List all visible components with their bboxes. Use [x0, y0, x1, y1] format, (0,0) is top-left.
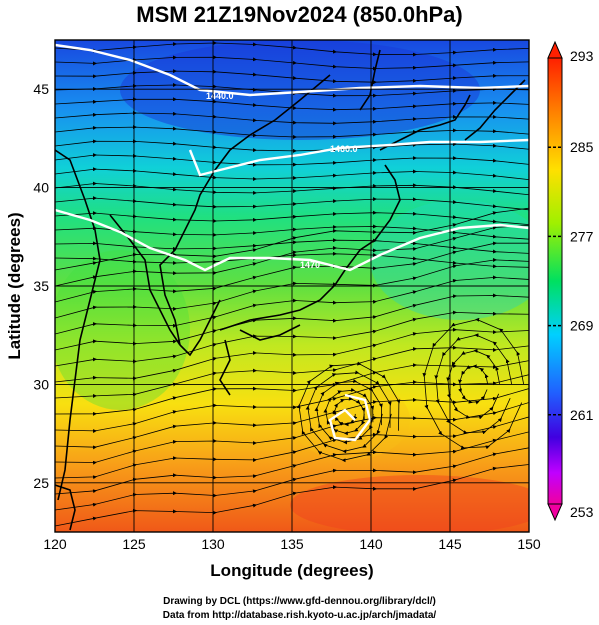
colorbar-tick-label: 261 — [570, 407, 594, 423]
colorbar: 293 285 277 269 261 253 — [547, 40, 594, 522]
streamline — [55, 196, 529, 211]
streamline — [55, 97, 529, 112]
colorbar-ticks: 293 285 277 269 261 253 — [548, 48, 594, 520]
x-tick-label: 150 — [517, 536, 541, 552]
colorbar-top-arrow — [547, 40, 563, 59]
y-tick-label: 45 — [33, 81, 49, 97]
x-tick-label: 145 — [438, 536, 462, 552]
chart-title: MSM 21Z19Nov2024 (850.0hPa) — [136, 2, 463, 27]
streamline — [55, 125, 529, 139]
streamline — [55, 40, 529, 57]
colorbar-tick-label: 277 — [570, 228, 594, 244]
x-tick-label: 125 — [122, 536, 146, 552]
y-axis-ticks: 25 30 35 40 45 — [33, 81, 49, 491]
streamline — [55, 139, 529, 153]
colorbar-tick-label: 293 — [570, 48, 594, 64]
credit-line-1: Drawing by DCL (https://www.gfd-dennou.o… — [163, 596, 436, 607]
y-tick-label: 40 — [33, 180, 49, 196]
plot-frame — [54, 39, 530, 533]
streamline — [422, 317, 525, 450]
colorbar-bottom-arrow — [547, 503, 563, 522]
streamline — [55, 55, 529, 71]
colorbar-tick-label: 269 — [570, 318, 594, 334]
credit: Drawing by DCL (https://www.gfd-dennou.o… — [0, 595, 599, 623]
streamline — [55, 167, 529, 181]
gridlines — [55, 40, 529, 532]
contour-label-1460: 1460.0 — [330, 144, 358, 154]
colorbar-body — [547, 57, 563, 505]
y-axis-title: Latitude (degrees) — [5, 212, 24, 359]
streamline — [55, 153, 529, 167]
coastlines — [55, 49, 526, 531]
x-axis-title: Longitude (degrees) — [210, 561, 373, 580]
streamline — [55, 69, 529, 85]
x-tick-label: 120 — [43, 536, 67, 552]
streamline — [55, 111, 529, 126]
streamline — [55, 464, 529, 527]
x-tick-label: 135 — [280, 536, 304, 552]
streamlines — [55, 40, 529, 527]
y-tick-label: 25 — [33, 475, 49, 491]
height-contours — [55, 43, 529, 442]
credit-line-2: Data from http://database.rish.kyoto-u.a… — [162, 610, 437, 621]
streamline — [296, 361, 401, 463]
contour-label-1470: 1470 — [300, 260, 320, 270]
colorbar-tick-label: 253 — [570, 504, 594, 520]
contour-label-1440: 1440.0 — [206, 91, 234, 101]
x-axis-ticks: 120 125 130 135 140 145 150 — [43, 536, 541, 552]
x-tick-label: 140 — [359, 536, 383, 552]
y-tick-label: 30 — [33, 376, 49, 392]
y-tick-label: 35 — [33, 278, 49, 294]
colorbar-tick-label: 285 — [570, 139, 594, 155]
x-tick-label: 130 — [201, 536, 225, 552]
